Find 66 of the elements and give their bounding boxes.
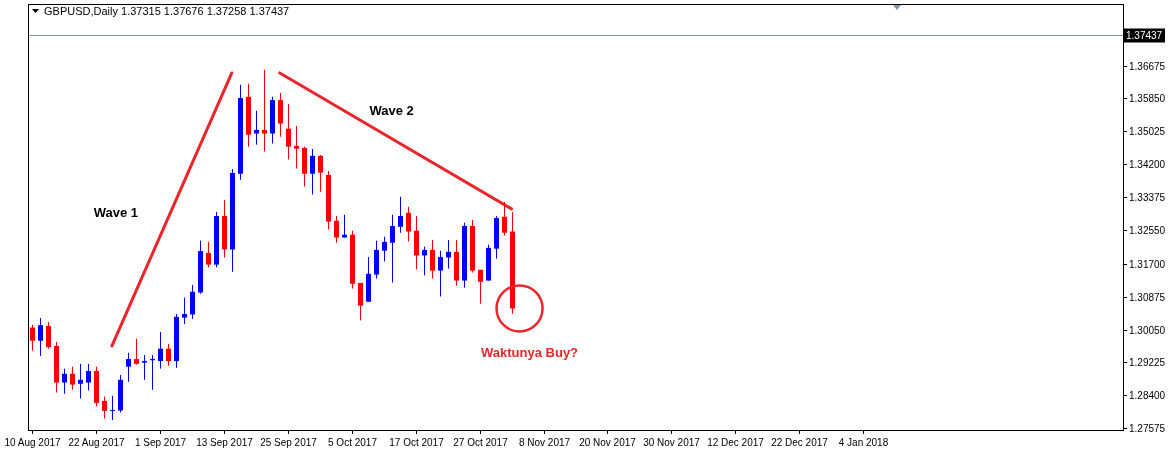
x-tick-label: 5 Oct 2017 (328, 436, 378, 448)
candlestick (438, 250, 443, 297)
candlestick (502, 201, 507, 237)
y-tick-label: 1.29225 (1129, 357, 1166, 368)
x-tick-label: 17 Oct 2017 (389, 436, 445, 448)
candlestick (86, 363, 91, 392)
candlestick (318, 154, 323, 193)
candlestick (134, 338, 139, 366)
candlestick (310, 148, 315, 195)
y-tick-label: 1.30875 (1129, 292, 1166, 303)
candlestick (38, 317, 43, 357)
x-tick-label: 27 Oct 2017 (453, 436, 509, 448)
candlestick (30, 324, 35, 352)
candlestick (382, 236, 387, 262)
candlestick (358, 282, 363, 321)
candlestick (166, 343, 171, 367)
candlestick (182, 297, 187, 325)
candlestick (398, 196, 403, 234)
candlestick (78, 363, 83, 400)
text: Wave 1 (93, 204, 139, 220)
chart-title: GBPUSD,Daily 1.37315 1.37676 1.37258 1.37437 (44, 5, 290, 17)
candlestick (478, 269, 483, 305)
candlestick (110, 395, 115, 421)
candlestick (286, 103, 291, 160)
y-tick-label: 1.30050 (1129, 325, 1166, 336)
candlestick (262, 69, 267, 152)
candlestick (390, 214, 395, 284)
candlestick (62, 368, 67, 395)
y-tick-label: 1.27575 (1129, 423, 1166, 434)
candlestick (342, 214, 347, 239)
x-tick-label: 8 Nov 2017 (518, 436, 571, 448)
x-tick-label: 13 Sep 2017 (196, 436, 254, 448)
x-tick-label: 22 Dec 2017 (771, 436, 829, 448)
y-tick-label: 1.32550 (1129, 225, 1166, 236)
x-tick-label: 4 Jan 2018 (838, 436, 889, 448)
candlestick (206, 241, 211, 268)
y-tick-label: 1.31700 (1129, 259, 1166, 270)
candlestick (278, 92, 283, 138)
candlestick (430, 239, 435, 280)
x-tick-label: 1 Sep 2017 (134, 436, 187, 448)
candlestick (294, 125, 299, 170)
candlestick (406, 206, 411, 243)
x-tick-label: 22 Aug 2017 (68, 436, 126, 448)
ref-line-label: 1.37437 (1126, 30, 1163, 41)
x-tick-label: 25 Sep 2017 (260, 436, 318, 448)
candlestick (190, 284, 195, 320)
x-tick-label: 30 Nov 2017 (643, 436, 701, 448)
y-tick-label: 1.36675 (1129, 61, 1166, 72)
x-tick-label: 20 Nov 2017 (579, 436, 637, 448)
candlestick (102, 396, 107, 419)
y-tick-label: 1.35025 (1129, 126, 1166, 137)
series-label: Wave 2 (369, 103, 414, 119)
candlestick (334, 215, 339, 244)
y-tick-label: 1.35850 (1129, 93, 1166, 104)
y-tick-label: 1.33375 (1129, 192, 1166, 203)
annotation: Waktunya Buy? (481, 344, 579, 360)
y-tick-label: 1.34200 (1129, 159, 1166, 170)
y-tick-label: 1.28400 (1129, 390, 1166, 401)
x-tick-label: 10 Aug 2017 (4, 436, 62, 448)
candlestick (46, 321, 51, 350)
candlestick (142, 354, 147, 381)
candlestick (158, 331, 163, 370)
x-tick-label: 12 Dec 2017 (707, 436, 765, 448)
candlestick (254, 110, 259, 146)
candlestick (126, 352, 131, 383)
candlestick (70, 366, 75, 391)
